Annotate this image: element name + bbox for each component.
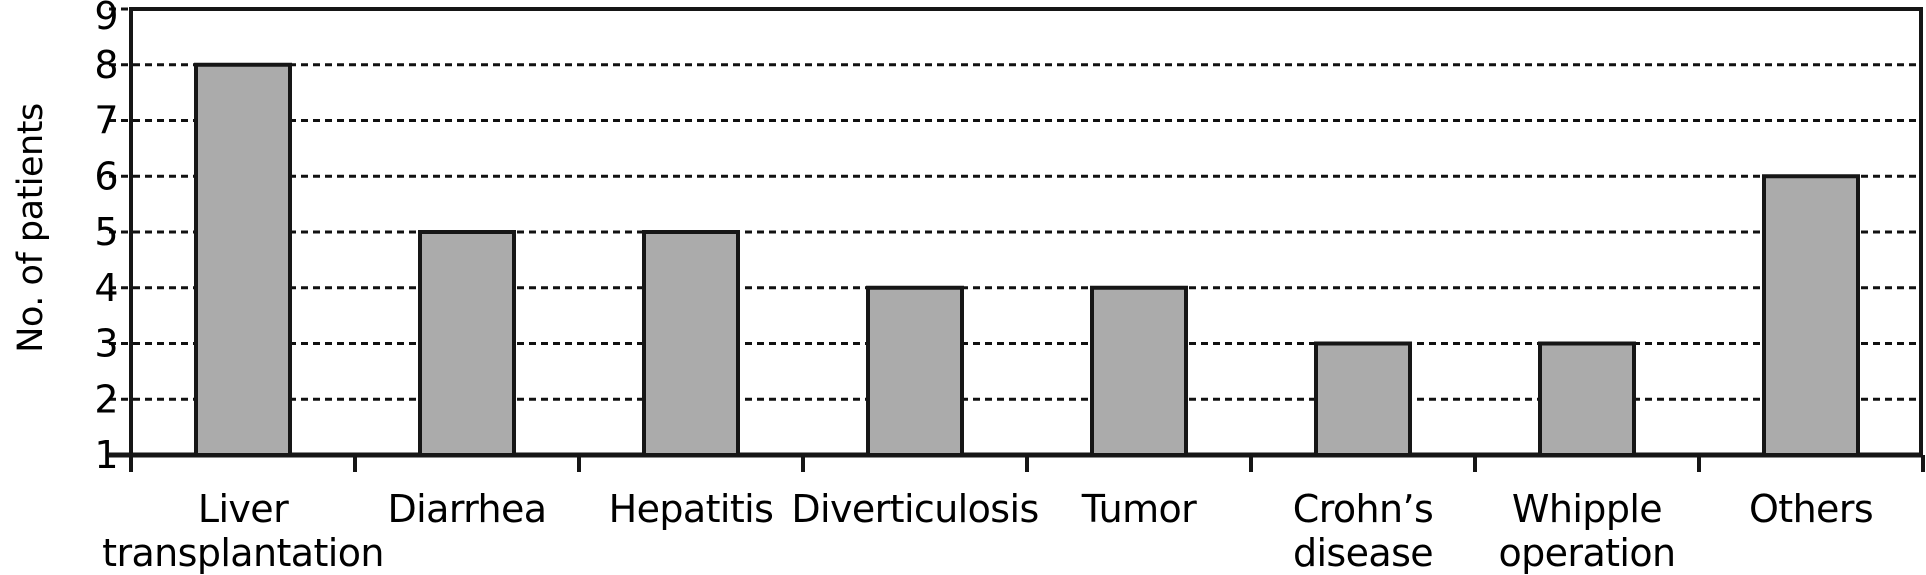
category-label-line: Tumor xyxy=(1081,487,1197,531)
category-label-line: Diverticulosis xyxy=(791,487,1038,531)
bars-layer xyxy=(194,62,1860,457)
category-label-line: Whipple xyxy=(1512,487,1662,531)
category-label: Crohn’s disease xyxy=(1293,487,1433,575)
bar-1 xyxy=(418,230,516,457)
category-label: Diarrhea xyxy=(388,487,547,531)
bar-2 xyxy=(642,230,740,457)
bar-7 xyxy=(1762,174,1860,457)
y-axis-title: No. of patients xyxy=(11,103,51,352)
y-tick-label: 1 xyxy=(94,433,118,477)
category-label-line: Crohn’s xyxy=(1293,487,1433,531)
category-label: Others xyxy=(1749,487,1873,531)
category-label-line: operation xyxy=(1498,531,1675,575)
category-label-line: Diarrhea xyxy=(388,487,547,531)
y-tick-label: 5 xyxy=(94,210,118,254)
category-label: Diverticulosis xyxy=(791,487,1038,531)
gridlines-layer xyxy=(109,7,1921,457)
category-label: Hepatitis xyxy=(609,487,774,531)
y-tick-label: 8 xyxy=(94,43,118,87)
y-tick-label: 3 xyxy=(94,322,118,366)
y-tick-label: 4 xyxy=(94,266,118,310)
y-tick-label: 2 xyxy=(94,377,118,421)
category-label-line: disease xyxy=(1293,531,1433,575)
category-label: Liver transplantation xyxy=(102,487,384,575)
category-label: Tumor xyxy=(1081,487,1197,531)
category-label: Whipple operation xyxy=(1498,487,1675,575)
bar-4 xyxy=(1090,285,1188,457)
axes-frame-layer xyxy=(109,7,1925,472)
y-tick-label: 6 xyxy=(94,154,118,198)
y-tick-labels-layer: 1 2 3 4 5 6 7 8 9 xyxy=(94,0,118,477)
bar-0 xyxy=(194,62,292,457)
bar-6 xyxy=(1538,341,1636,457)
y-tick-label: 7 xyxy=(94,99,118,143)
category-label-line: Liver xyxy=(198,487,289,531)
category-label-line: transplantation xyxy=(102,531,384,575)
category-label-line: Others xyxy=(1749,487,1873,531)
y-tick-label: 9 xyxy=(94,0,118,38)
bar-5 xyxy=(1314,341,1412,457)
bar-3 xyxy=(866,285,964,457)
category-label-line: Hepatitis xyxy=(609,487,774,531)
